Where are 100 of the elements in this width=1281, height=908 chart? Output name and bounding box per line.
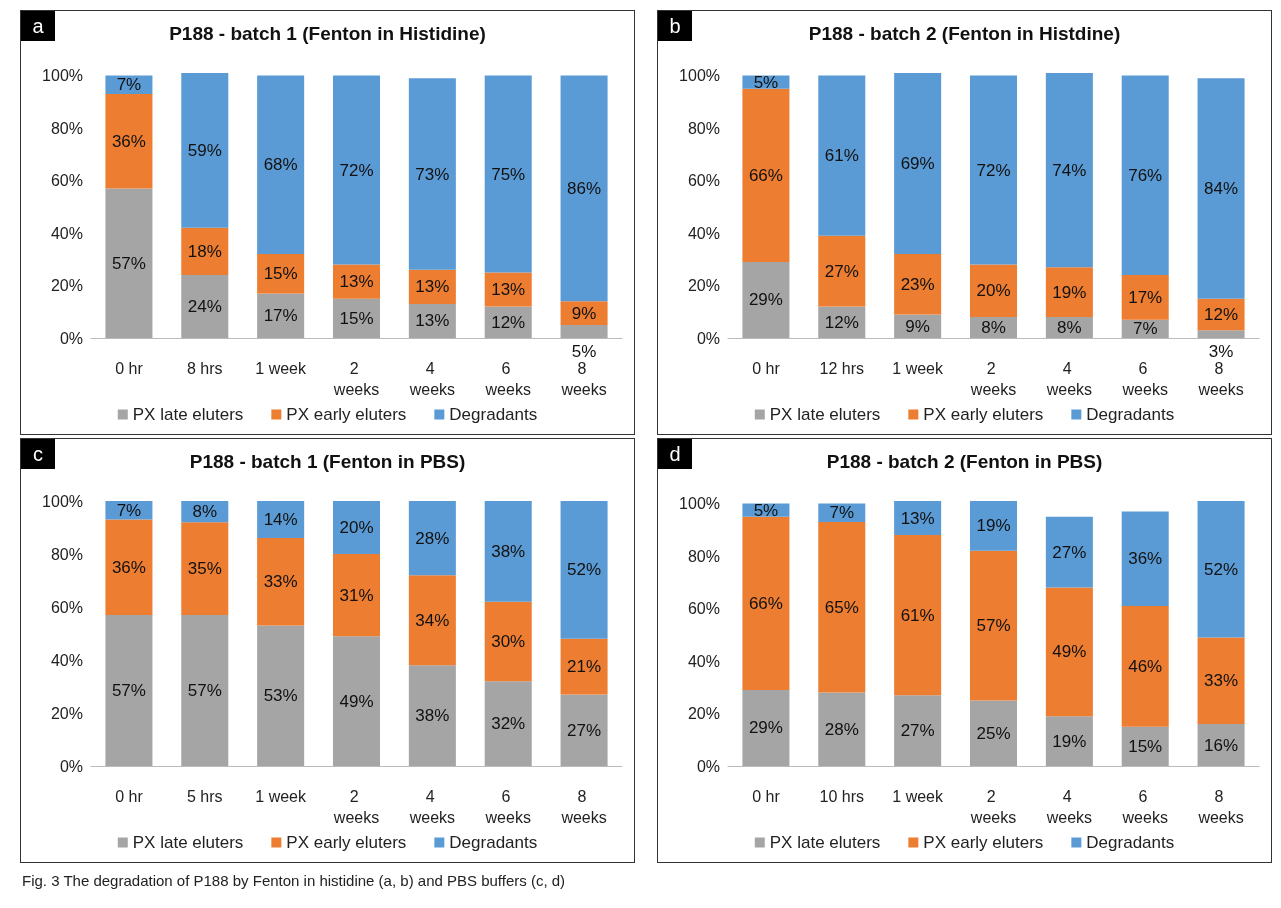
data-label: 72% <box>976 160 1011 180</box>
data-label: 36% <box>1128 549 1163 569</box>
data-label: 75% <box>491 164 526 184</box>
data-label: 57% <box>111 680 146 700</box>
bar <box>257 293 305 338</box>
x-tick-label: 8 weeks <box>560 360 607 398</box>
data-label: 7% <box>1132 319 1158 339</box>
data-label: 17% <box>263 306 298 326</box>
chart-title: P188 - batch 1 (Fenton in PBS) <box>189 451 466 472</box>
data-label: 3% <box>1208 342 1234 361</box>
caption: Fig. 3 The degradation of P188 by Fenton in histidine (a, b) and PBS buffers (c, d) <box>22 872 566 889</box>
y-tick-label: 0% <box>696 757 720 775</box>
x-tick-label: 6 weeks <box>1121 788 1168 826</box>
bar <box>818 692 866 766</box>
data-label: 59% <box>187 140 222 160</box>
data-label: 20% <box>339 518 374 537</box>
bar <box>1045 716 1093 766</box>
y-tick-label: 60% <box>687 172 720 190</box>
data-label: 65% <box>824 597 859 617</box>
data-label: 17% <box>1128 287 1163 307</box>
y-tick-label: 60% <box>687 600 720 618</box>
bar <box>408 78 456 270</box>
x-tick-label: 8 weeks <box>1197 360 1244 398</box>
bar <box>408 575 456 666</box>
data-label: 7% <box>829 503 855 523</box>
y-tick-label: 100% <box>42 67 83 85</box>
bar <box>969 501 1018 551</box>
text: b <box>669 15 681 37</box>
bar <box>1197 501 1245 638</box>
chart-title: P188 - batch 2 (Fenton in Histdine) <box>808 23 1121 44</box>
data-label: 19% <box>976 516 1011 536</box>
y-tick-label: 100% <box>679 495 720 513</box>
bar <box>181 614 229 766</box>
bar <box>257 538 305 626</box>
data-label: 23% <box>900 274 935 294</box>
legend-label: PX early eluters <box>286 833 407 852</box>
y-tick-label: 40% <box>50 224 83 242</box>
data-label: 49% <box>1052 642 1087 662</box>
data-label: 8% <box>1057 318 1082 338</box>
x-tick-label: 4 weeks <box>1045 788 1093 826</box>
data-label: 12% <box>491 312 526 332</box>
data-label: 57% <box>976 616 1011 636</box>
data-label: 8% <box>981 318 1006 338</box>
bar <box>1197 637 1245 725</box>
bar <box>969 75 1018 265</box>
data-label: 35% <box>187 559 222 579</box>
x-tick-label: 1 week <box>255 788 307 805</box>
x-tick-label: 6 weeks <box>484 360 531 398</box>
data-label: 28% <box>415 528 450 548</box>
bar <box>408 665 456 766</box>
text: a <box>32 15 45 37</box>
legend-label: Degradants <box>1086 833 1175 852</box>
x-tick-label: 12 hrs <box>819 360 865 377</box>
data-label: 7% <box>116 500 142 520</box>
data-label: 86% <box>567 178 602 198</box>
bar <box>332 554 381 637</box>
data-label: 5% <box>571 342 597 361</box>
data-label: 15% <box>339 308 374 328</box>
data-label: 31% <box>339 585 374 605</box>
y-tick-label: 20% <box>50 704 83 722</box>
bar <box>742 689 790 766</box>
bar <box>818 75 866 236</box>
data-label: 36% <box>111 131 146 151</box>
x-tick-label: 1 week <box>255 360 307 377</box>
bar <box>1045 267 1093 318</box>
bar <box>894 254 942 315</box>
bar <box>742 88 790 262</box>
bar <box>181 275 229 338</box>
data-label: 14% <box>263 510 298 530</box>
data-label: 74% <box>1052 160 1087 180</box>
x-tick-label: 6 weeks <box>484 788 531 826</box>
legend-label: PX late eluters <box>132 405 244 424</box>
bar <box>560 638 608 695</box>
data-label: 68% <box>263 155 298 175</box>
bar <box>1121 75 1169 276</box>
data-label: 30% <box>491 631 526 651</box>
bar <box>181 522 229 615</box>
data-label: 72% <box>339 160 374 180</box>
bar <box>484 681 532 766</box>
data-label: 53% <box>263 686 298 706</box>
legend-label: PX late eluters <box>769 405 881 424</box>
bar <box>1045 73 1093 268</box>
x-tick-label: 10 hrs <box>819 788 865 805</box>
data-label: 19% <box>1052 282 1087 302</box>
data-label: 13% <box>491 279 526 299</box>
legend-label: PX late eluters <box>132 833 244 852</box>
legend-label: Degradants <box>1086 405 1175 424</box>
x-tick-label: 0 hr <box>752 360 781 377</box>
x-tick-label: 0 hr <box>115 788 144 805</box>
legend-label: Degradants <box>449 405 538 424</box>
bar <box>484 501 532 602</box>
data-label: 29% <box>748 290 783 310</box>
data-label: 7% <box>116 75 142 95</box>
data-label: 18% <box>187 241 222 261</box>
data-label: 29% <box>748 718 783 738</box>
bar <box>484 75 532 273</box>
x-tick-label: 5 hrs <box>187 788 223 805</box>
bar <box>1121 605 1169 727</box>
y-tick-label: 60% <box>50 172 83 190</box>
x-tick-label: 4 weeks <box>408 360 456 398</box>
